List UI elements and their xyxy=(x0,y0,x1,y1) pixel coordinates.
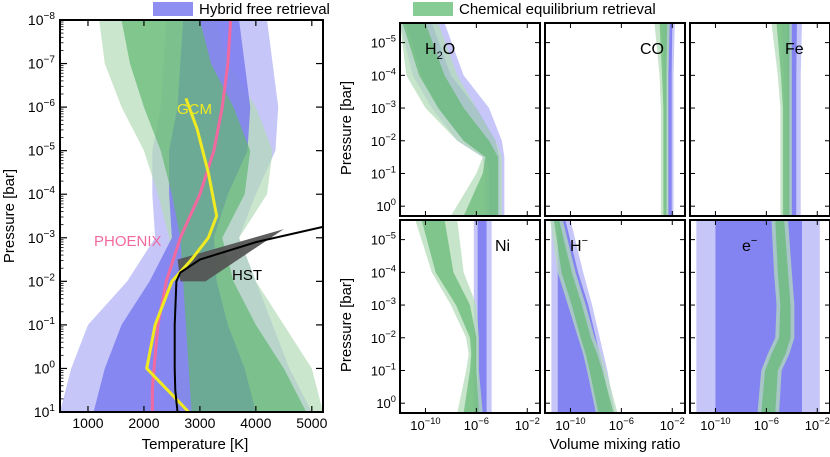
ab-x-tick-label: 10−10 xyxy=(555,416,585,433)
tp-x-tick-label: 1000 xyxy=(72,415,103,431)
abundance-panel-frame xyxy=(544,22,686,217)
ab-y-tick-label: 10−1 xyxy=(371,164,396,181)
legend: Hybrid free retrieval Chemical equilibri… xyxy=(153,1,656,18)
abundance-panel-frame xyxy=(689,22,830,217)
species-label: Ni xyxy=(495,238,510,255)
abundance-band-green-inner xyxy=(402,23,498,216)
ab-y-tick-label: 10−5 xyxy=(371,34,396,51)
tp-y-tick-label: 100 xyxy=(34,359,56,376)
legend-swatch-hybrid xyxy=(153,2,193,16)
abundance-panels: 10−5 10−4 10−3 10−2 10−1 100 10−5 10−4 10−3 10−2 1… xyxy=(371,22,830,433)
tp-x-tick-label: 5000 xyxy=(296,415,327,431)
ab-x-tick-label: 10−10 xyxy=(700,416,730,433)
abundance-bands xyxy=(415,220,492,413)
abundance-band-green-outer xyxy=(415,220,483,413)
ab-x-axis-label: Volume mixing ratio xyxy=(550,436,681,453)
tp-y-tick-label: 10−6 xyxy=(28,98,55,115)
tp-x-tick-label: 3000 xyxy=(184,415,215,431)
ab-y-tick-label: 10−5 xyxy=(371,231,396,248)
tp-line-profile xyxy=(173,225,323,412)
abundance-band-blue-inner xyxy=(477,220,487,413)
ab-y-tick-label: 100 xyxy=(376,197,396,214)
ab-x-tick-label: 10−2 xyxy=(660,416,685,433)
tp-y-tick-label: 10−1 xyxy=(28,316,55,333)
tp-annotation-phoenix: PHOENIX xyxy=(94,233,162,250)
abundance-panel-frame xyxy=(399,22,541,217)
abundance-bands xyxy=(696,220,820,413)
tp-x-tick-label: 4000 xyxy=(240,415,271,431)
legend-swatch-equilibrium xyxy=(413,2,453,16)
ab-x-tick-label: 10−6 xyxy=(754,416,779,433)
ab-y-tick-label: 10−4 xyxy=(371,66,396,83)
abundance-panel-co: CO xyxy=(544,22,686,217)
ab-y-axis-label-bottom: Pressure [bar] xyxy=(338,278,355,372)
abundance-band-green-inner xyxy=(776,23,790,216)
tp-x-tick-label: 2000 xyxy=(128,415,159,431)
tp-profile-lines xyxy=(145,20,323,412)
ab-x-tick-label: 10−6 xyxy=(609,416,634,433)
temperature-pressure-panel: 1000 2000 3000 4000 5000 101 100 10−1 10−2 10−3 10… xyxy=(1,11,328,453)
abundance-bands xyxy=(654,23,675,216)
abundance-panel-h2o: H2O xyxy=(399,22,541,217)
abundance-panel-e-minus: e− xyxy=(689,219,830,414)
abundance-bands xyxy=(400,23,505,216)
ab-y-tick-label: 10−2 xyxy=(371,329,396,346)
abundance-panel-h-minus: H− xyxy=(544,219,686,414)
ab-y-tick-label: 10−4 xyxy=(371,263,396,280)
species-label: Fe xyxy=(785,41,804,58)
abundance-bands xyxy=(771,23,802,216)
abundance-panel-frame xyxy=(544,219,686,414)
tp-y-axis-label: Pressure [bar] xyxy=(1,169,18,263)
tp-line-gcm xyxy=(145,97,219,412)
species-label: H− xyxy=(570,235,588,255)
abundance-band-green-inner xyxy=(553,220,614,413)
tp-y-tick-label: 10−7 xyxy=(28,55,55,72)
abundance-panel-background xyxy=(690,23,830,216)
tp-confidence-bands xyxy=(60,20,323,412)
tp-axis-ticks: 1000 2000 3000 4000 5000 101 100 10−1 10−2 10−3 10… xyxy=(28,11,328,431)
tp-y-tick-label: 10−3 xyxy=(28,229,55,246)
abundance-band-green-inner xyxy=(761,220,791,413)
tp-y-tick-label: 10−8 xyxy=(28,11,55,28)
ab-y-tick-label: 10−3 xyxy=(371,296,396,313)
tp-y-tick-label: 10−5 xyxy=(28,142,55,159)
tp-y-tick-label: 10−4 xyxy=(28,185,55,202)
legend-label-equilibrium: Chemical equilibrium retrieval xyxy=(459,1,656,18)
abundance-panel-ni: Ni xyxy=(399,219,541,414)
ab-y-tick-label: 10−1 xyxy=(371,361,396,378)
species-label: e− xyxy=(742,235,757,255)
tp-band-green-inner xyxy=(121,20,307,412)
species-label: H2O xyxy=(425,41,455,62)
ab-x-tick-label: 10−2 xyxy=(515,416,540,433)
abundance-band-green-inner xyxy=(421,220,479,413)
legend-label-hybrid: Hybrid free retrieval xyxy=(199,1,330,18)
abundance-bands xyxy=(550,220,618,413)
abundance-panel-fe: Fe xyxy=(689,22,830,217)
ab-x-tick-label: 10−10 xyxy=(410,416,440,433)
tp-annotation-hst: HST xyxy=(232,267,262,284)
abundance-panel-frame xyxy=(689,219,830,414)
ab-y-axis-label-top: Pressure [bar] xyxy=(338,81,355,175)
ab-y-tick-label: 100 xyxy=(376,394,396,411)
tp-plot-frame xyxy=(59,19,324,413)
tp-y-tick-label: 101 xyxy=(34,403,56,420)
ab-y-tick-label: 10−3 xyxy=(371,99,396,116)
abundance-band-green-inner xyxy=(659,23,668,216)
ab-y-tick-label: 10−2 xyxy=(371,132,396,149)
ab-x-tick-label: 10−2 xyxy=(805,416,830,433)
ab-x-tick-label: 10−6 xyxy=(464,416,489,433)
ab-axes: 10−5 10−4 10−3 10−2 10−1 100 10−5 10−4 10−3 10−2 1… xyxy=(371,34,830,433)
tp-x-axis-label: Temperature [K] xyxy=(142,436,249,453)
abundance-panel-frame xyxy=(399,219,541,414)
tp-y-tick-label: 10−2 xyxy=(28,272,55,289)
species-label: CO xyxy=(640,41,664,58)
tp-annotation-gcm: GCM xyxy=(177,101,212,118)
